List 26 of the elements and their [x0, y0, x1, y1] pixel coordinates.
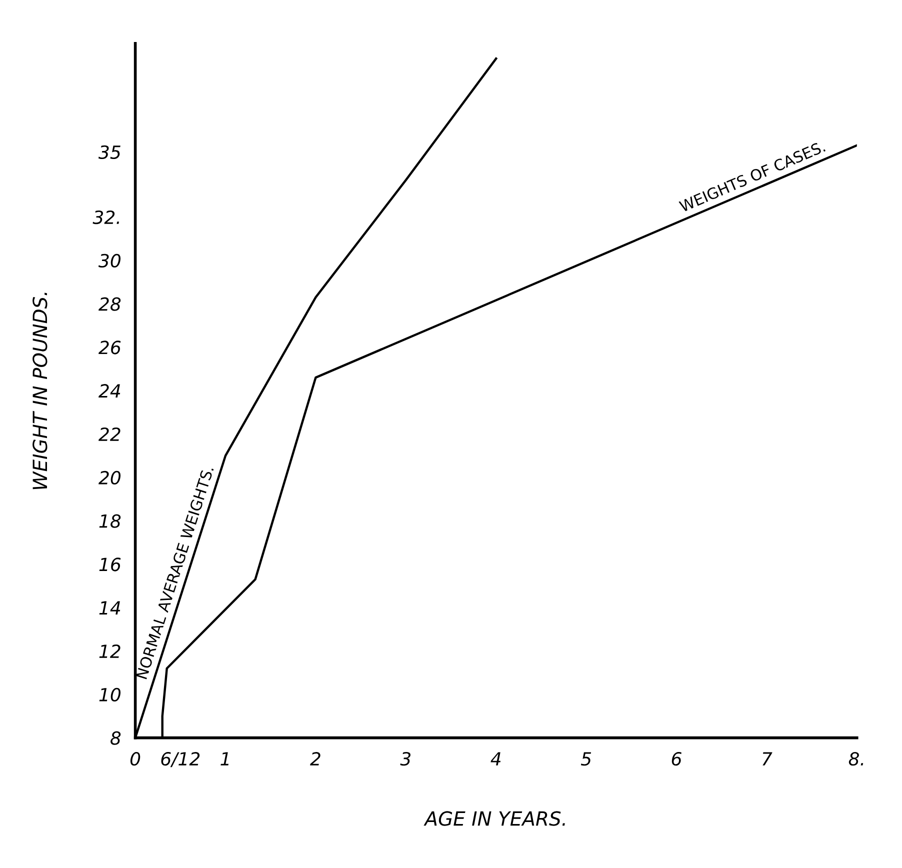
y-tick-label: 18 [99, 514, 121, 528]
x-tick-label: 4 [490, 752, 501, 766]
y-tick-label: 16 [99, 558, 121, 572]
x-tick-label: 1 [220, 752, 229, 766]
y-tick-label: 10 [99, 688, 120, 702]
x-axis-title: AGE IN YEARS. [424, 811, 565, 826]
y-tick-label: 24 [98, 384, 120, 398]
x-tick-label: 7 [762, 752, 772, 766]
y-tick-label: 26 [98, 340, 121, 354]
y-tick-label: 35 [98, 145, 120, 160]
x-tick-label: 3 [400, 752, 410, 766]
y-tick-label: 14 [99, 601, 120, 614]
x-tick-label: 6/12 [161, 752, 200, 768]
y-axis-title: WEIGHT IN POUNDS. [32, 292, 48, 490]
x-tick-label: 6 [672, 752, 682, 766]
y-tick-label: 28 [98, 297, 121, 311]
x-tick-label: 5 [580, 752, 592, 766]
y-tick-label: 12 [99, 644, 120, 658]
y-tick-label: 30 [98, 254, 120, 268]
y-tick-label: 32. [92, 210, 120, 224]
y-tick-label: 22 [98, 427, 120, 441]
y-tick-label: 8 [110, 731, 121, 745]
x-tick-label: 0 [130, 752, 140, 766]
y-tick-label: 20 [98, 470, 120, 485]
x-tick-label: 8. [848, 752, 864, 766]
x-tick-label: 2 [310, 752, 320, 766]
